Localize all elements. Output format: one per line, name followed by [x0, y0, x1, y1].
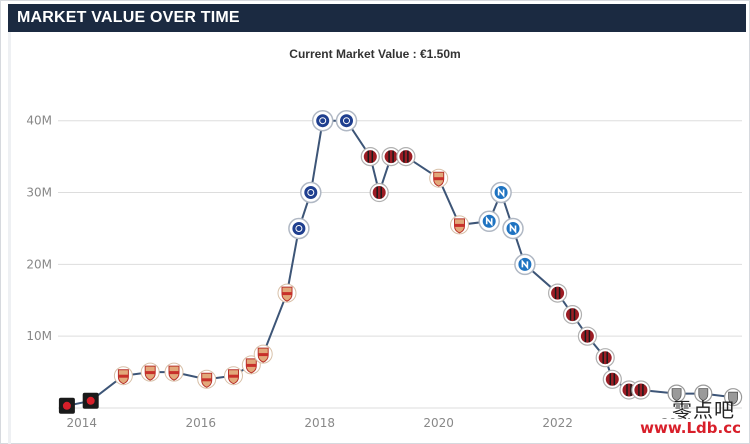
current-market-value: Current Market Value : €1.50m — [289, 47, 461, 61]
data-point-napoli[interactable] — [478, 210, 500, 233]
grid-layer — [58, 120, 742, 409]
data-point-napoli[interactable] — [502, 217, 524, 240]
panel-title: MARKET VALUE OVER TIME — [17, 9, 240, 26]
data-point-monaco[interactable] — [429, 168, 449, 188]
marker-layer — [58, 109, 743, 414]
data-point-milan[interactable] — [602, 369, 622, 389]
data-point-other[interactable] — [694, 384, 713, 403]
x-tick-label: 2020 — [423, 416, 454, 430]
data-point-monaco[interactable] — [241, 355, 261, 375]
data-point-monaco[interactable] — [113, 366, 133, 386]
data-point-chelsea[interactable] — [300, 181, 322, 204]
data-point-monaco[interactable] — [450, 215, 469, 235]
data-point-milan[interactable] — [577, 326, 598, 346]
x-tick-label: 2022 — [542, 416, 573, 430]
data-point-monaco[interactable] — [140, 362, 160, 382]
x-tick-label: 2014 — [67, 416, 98, 430]
data-point-rennes[interactable] — [58, 397, 75, 414]
watermark-url: www.Ldb.cc — [638, 419, 743, 437]
data-point-monaco[interactable] — [197, 369, 217, 389]
x-tick-label: 2016 — [185, 416, 216, 430]
data-point-monaco[interactable] — [224, 366, 243, 386]
data-point-monaco[interactable] — [253, 344, 273, 364]
watermark: 零点吧 www.Ldb.cc — [625, 392, 747, 440]
data-point-other[interactable] — [723, 388, 743, 407]
data-point-chelsea[interactable] — [288, 217, 310, 240]
axis-layer: 10M20M30M40M201420162018202020222024 — [26, 114, 691, 430]
panel-header: MARKET VALUE OVER TIME — [8, 4, 746, 32]
y-tick-label: 40M — [26, 114, 52, 128]
y-tick-label: 10M — [26, 329, 52, 343]
data-point-milan[interactable] — [396, 147, 416, 167]
panel-left-strip — [8, 32, 11, 444]
data-point-chelsea[interactable] — [311, 109, 334, 132]
data-point-monaco[interactable] — [277, 283, 297, 303]
x-tick-label: 2018 — [304, 416, 335, 430]
data-point-milan[interactable] — [562, 305, 583, 325]
data-point-napoli[interactable] — [490, 181, 512, 204]
data-point-milan[interactable] — [595, 348, 615, 368]
data-point-monaco[interactable] — [164, 362, 184, 382]
y-tick-label: 30M — [26, 186, 52, 200]
data-point-chelsea[interactable] — [335, 109, 358, 132]
data-point-milan[interactable] — [547, 283, 568, 303]
data-point-milan[interactable] — [360, 147, 380, 167]
data-point-other[interactable] — [667, 384, 686, 403]
watermark-chinese: 零点吧 — [672, 398, 735, 422]
data-point-milan[interactable] — [631, 380, 651, 400]
data-point-milan[interactable] — [369, 182, 389, 203]
y-tick-label: 20M — [26, 257, 52, 271]
data-point-rennes[interactable] — [82, 392, 99, 409]
data-point-napoli[interactable] — [514, 253, 536, 276]
